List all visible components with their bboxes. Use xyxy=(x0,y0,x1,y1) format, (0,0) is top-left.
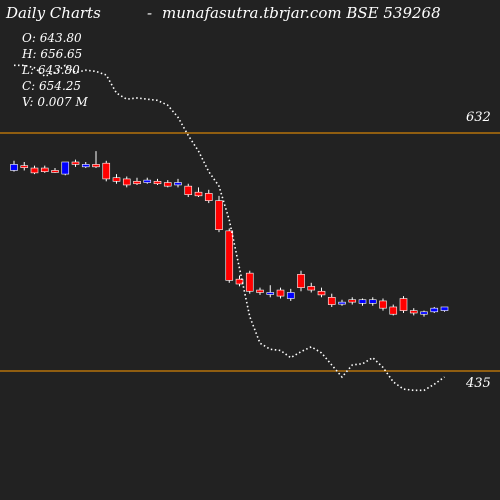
candle-body xyxy=(368,299,377,304)
candle-body xyxy=(61,161,70,175)
candle-body xyxy=(379,300,387,309)
upper-level-label: 632 xyxy=(466,110,491,125)
candle-body xyxy=(122,178,131,186)
candle-body xyxy=(420,311,428,315)
title-separator: - xyxy=(147,4,153,22)
low-value: L: 643.80 xyxy=(22,63,80,77)
candle-body xyxy=(92,164,100,168)
candle-body xyxy=(133,181,141,185)
candle-body xyxy=(358,299,367,304)
candle-body xyxy=(51,170,59,173)
close-value: C: 654.25 xyxy=(22,79,82,93)
candle-body xyxy=(10,164,18,171)
candle-body xyxy=(327,297,336,305)
candle-body xyxy=(204,193,213,201)
candles-group xyxy=(10,151,449,317)
candle-body xyxy=(317,290,326,296)
candle-body xyxy=(20,165,29,168)
candle-body xyxy=(256,289,264,293)
candle-body xyxy=(286,292,295,299)
candle-body xyxy=(143,179,152,183)
candle-body xyxy=(430,307,439,313)
candle-body xyxy=(245,272,254,292)
chart-source: munafasutra.tbrjar.com BSE 539268 xyxy=(162,4,441,22)
chart-title: Daily Charts xyxy=(6,4,101,22)
moving-average-line xyxy=(14,64,445,392)
candle-body xyxy=(348,299,357,303)
candle-body xyxy=(30,167,39,174)
candle-body xyxy=(112,177,121,182)
candle-body xyxy=(174,182,182,186)
candle-body xyxy=(194,191,203,197)
candle-body xyxy=(81,164,90,168)
lower-level-label: 435 xyxy=(466,376,491,391)
volume-value: V: 0.007 M xyxy=(22,95,88,109)
candle-body xyxy=(225,230,234,281)
candle-body xyxy=(215,200,223,230)
candle-body xyxy=(389,306,398,315)
candle-body xyxy=(276,289,285,297)
candle-body xyxy=(338,301,346,305)
candle-body xyxy=(399,298,408,311)
candle-body xyxy=(440,306,449,311)
candle-body xyxy=(184,185,193,195)
candle-body xyxy=(102,162,111,180)
open-value: O: 643.80 xyxy=(22,31,82,45)
candle-body xyxy=(40,167,49,172)
candle-body xyxy=(153,181,162,185)
candle-body xyxy=(266,292,275,295)
candle-body xyxy=(235,278,244,285)
candle-body xyxy=(297,274,305,288)
high-value: H: 656.65 xyxy=(22,47,83,61)
candle-body xyxy=(307,286,316,291)
candle-body xyxy=(163,182,172,187)
candle-body xyxy=(409,310,418,314)
candle-body xyxy=(71,161,80,165)
